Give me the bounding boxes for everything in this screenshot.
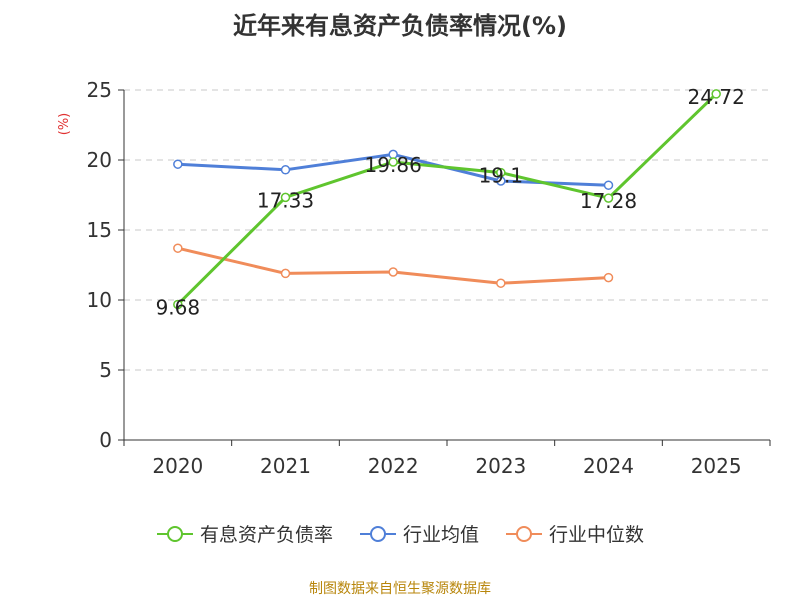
data-point (280, 165, 291, 175)
legend-item-industry-median[interactable]: 行业中位数 (505, 520, 644, 547)
data-point (173, 243, 183, 253)
data-point (280, 192, 291, 203)
x-tick-label: 2020 (152, 454, 203, 478)
y-tick-label: 5 (99, 358, 112, 382)
x-tick-label: 2024 (583, 454, 634, 478)
y-tick-label: 15 (87, 218, 112, 242)
data-point (603, 272, 614, 283)
data-point (388, 157, 398, 167)
chart-title: 近年来有息资产负债率情况(%) (233, 12, 567, 40)
legend: 有息资产负债率 行业均值 行业中位数 (0, 520, 800, 547)
data-labels: 9.68 17.33 19.86 19.1 17.28 24.72 (156, 85, 745, 320)
data-label: 17.33 (257, 188, 314, 212)
legend-item-industry-mean[interactable]: 行业均值 (359, 520, 479, 547)
data-label: 9.68 (156, 295, 201, 319)
x-tick-label: 2021 (260, 454, 311, 478)
data-point (496, 167, 506, 178)
x-tick-label: 2025 (691, 454, 742, 478)
legend-marker-icon (156, 525, 193, 542)
legend-item-interest-bearing-debt-ratio[interactable]: 有息资产负债率 (156, 520, 333, 547)
x-tick-label: 2023 (475, 454, 526, 478)
data-point (173, 159, 183, 169)
data-label: 19.86 (365, 153, 422, 177)
legend-marker-icon (506, 525, 542, 542)
legend-marker-icon (359, 525, 396, 542)
data-point (603, 180, 614, 190)
series-line (177, 246, 609, 285)
data-point (388, 267, 398, 277)
legend-label: 行业均值 (402, 524, 479, 546)
data-point (496, 278, 506, 288)
data-point (711, 89, 721, 99)
data-label: 19.1 (479, 164, 524, 188)
data-point (173, 299, 183, 310)
y-tick-label: 25 (87, 78, 112, 102)
data-source-note: 制图数据来自恒生聚源数据库 (309, 581, 491, 597)
series-line (176, 92, 718, 306)
y-tick-label: 0 (99, 428, 112, 452)
data-point (603, 193, 614, 203)
data-label: 17.28 (580, 189, 637, 213)
legend-label: 有息资产负债率 (199, 524, 333, 546)
legend-label: 行业中位数 (549, 524, 645, 546)
y-axis-unit-label: (%) (57, 113, 72, 136)
y-tick-label: 20 (87, 148, 112, 172)
y-tick-label: 10 (87, 288, 112, 312)
series-lines (173, 89, 721, 310)
grid-lines (124, 89, 770, 371)
data-point (280, 268, 291, 279)
data-label: 24.72 (688, 85, 745, 109)
x-tick-label: 2022 (368, 454, 419, 478)
